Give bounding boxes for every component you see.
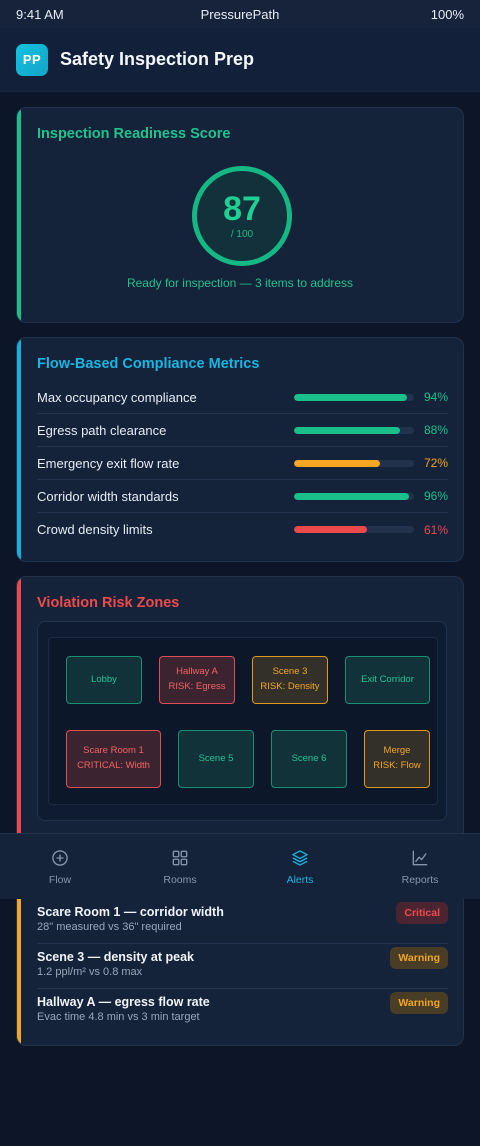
alert-badge-warning: Warning (390, 992, 448, 1014)
zone-name: Scene 6 (291, 752, 327, 764)
zone-note: RISK: Egress (168, 681, 226, 692)
zone-note: RISK: Density (260, 681, 320, 692)
zone-scare-room-1[interactable]: Scare Room 1 CRITICAL: Width (66, 730, 161, 788)
metric-row[interactable]: Egress path clearance 88% (37, 414, 448, 447)
metric-row[interactable]: Emergency exit flow rate 72% (37, 447, 448, 480)
compliance-metrics-title: Flow-Based Compliance Metrics (37, 356, 260, 372)
zone-name: Scare Room 1 (83, 745, 144, 757)
score-ring: 87 / 100 (192, 166, 292, 266)
status-carrier: PressurePath (200, 6, 280, 22)
zone-name: Lobby (91, 673, 117, 685)
alert-detail: 28" measured vs 36" required (37, 921, 182, 933)
grid-icon (172, 850, 188, 865)
zone-exit-corridor[interactable]: Exit Corridor (345, 656, 430, 704)
alert-detail: 1.2 ppl/m² vs 0.8 max (37, 966, 143, 978)
metric-label: Corridor width standards (37, 488, 179, 504)
status-bar: 9:41 AM PressurePath 100% (0, 0, 480, 28)
zone-name: Merge (383, 745, 411, 757)
nav-label: Alerts (286, 873, 314, 886)
zone-hallway-a[interactable]: Hallway A RISK: Egress (159, 656, 235, 704)
nav-item-rooms[interactable]: Rooms (120, 834, 240, 899)
metric-row[interactable]: Crowd density limits 61% (37, 513, 448, 546)
status-time: 9:41 AM (16, 6, 64, 22)
metric-progress-fill (294, 393, 407, 401)
nav-label: Flow (48, 873, 72, 886)
page-title: Safety Inspection Prep (60, 49, 255, 69)
alert-title: Scare Room 1 — corridor width (37, 905, 224, 919)
alert-badge-critical: Critical (396, 902, 448, 924)
alerts-card: Scare Room 1 — corridor width 28" measur… (16, 870, 464, 1046)
zone-map-canvas: Lobby Hallway A RISK: Egress Scene 3 RIS… (48, 637, 438, 805)
metric-label: Egress path clearance (37, 422, 167, 438)
metric-progress-bar (294, 492, 414, 500)
zone-merge[interactable]: Merge RISK: Flow (364, 730, 430, 788)
nav-item-reports[interactable]: Reports (360, 834, 480, 899)
alert-title: Scene 3 — density at peak (37, 950, 195, 964)
metric-label: Crowd density limits (37, 522, 153, 537)
score-max: / 100 (230, 229, 254, 240)
compliance-metrics-card: Flow-Based Compliance Metrics Max occupa… (16, 337, 464, 562)
readiness-score-card: Inspection Readiness Score 87 / 100 Read… (16, 107, 464, 323)
metric-label: Max occupancy compliance (37, 389, 197, 405)
zone-lobby[interactable]: Lobby (66, 656, 142, 704)
nav-item-alerts[interactable]: Alerts (240, 834, 360, 899)
app-logo: PP (16, 43, 48, 76)
layers-icon (292, 849, 308, 866)
metric-progress-fill (294, 492, 410, 500)
zone-scene-6[interactable]: Scene 6 (271, 730, 347, 788)
metric-value: 94% (423, 390, 448, 404)
bottom-nav: Flow Rooms Alerts Reports (0, 833, 480, 899)
nav-label: Reports (401, 873, 439, 886)
alert-row[interactable]: Scene 3 — density at peak 1.2 ppl/m² vs … (37, 944, 448, 989)
score-caption: Ready for inspection — 3 items to addres… (126, 276, 354, 290)
zone-note: RISK: Flow (373, 760, 421, 771)
alert-badge-warning: Warning (390, 947, 448, 969)
nav-item-flow[interactable]: Flow (0, 834, 120, 899)
risk-zones-title: Violation Risk Zones (37, 595, 180, 611)
score-value: 87 (223, 190, 261, 228)
risk-zones-card: Violation Risk Zones Lobby Hallway A RIS… (16, 576, 464, 866)
status-battery: 100% (430, 6, 464, 22)
zone-map: Lobby Hallway A RISK: Egress Scene 3 RIS… (37, 621, 447, 821)
metric-progress-bar (294, 426, 414, 434)
zone-name: Hallway A (176, 666, 218, 678)
alert-row[interactable]: Hallway A — egress flow rate Evac time 4… (37, 989, 448, 1034)
zone-note: CRITICAL: Width (77, 760, 150, 771)
zone-scene-3[interactable]: Scene 3 RISK: Density (252, 656, 328, 704)
zone-scene-5[interactable]: Scene 5 (178, 730, 254, 788)
metric-row[interactable]: Max occupancy compliance 94% (37, 381, 448, 414)
plus-circle-icon (52, 849, 68, 866)
metric-progress-fill (294, 459, 381, 467)
metric-label: Emergency exit flow rate (37, 455, 180, 471)
metric-progress-fill (294, 426, 400, 434)
zone-name: Scene 3 (272, 666, 308, 678)
chart-line-icon (412, 850, 428, 865)
metric-progress-bar (294, 459, 414, 467)
alert-row[interactable]: Scare Room 1 — corridor width 28" measur… (37, 899, 448, 944)
alert-detail: Evac time 4.8 min vs 3 min target (37, 1011, 200, 1023)
zone-name: Scene 5 (198, 752, 234, 764)
metric-progress-bar (294, 526, 414, 533)
metric-value: 88% (423, 423, 448, 437)
zone-name: Exit Corridor (361, 673, 414, 685)
nav-label: Rooms (163, 873, 197, 886)
metric-value: 72% (423, 456, 448, 470)
metric-value: 61% (423, 522, 448, 537)
metric-value: 96% (423, 489, 448, 503)
readiness-score-title: Inspection Readiness Score (37, 126, 231, 142)
metric-progress-fill (294, 526, 368, 533)
app-header: PP Safety Inspection Prep (0, 28, 480, 92)
alert-title: Hallway A — egress flow rate (37, 995, 210, 1009)
metric-row[interactable]: Corridor width standards 96% (37, 480, 448, 513)
metric-progress-bar (294, 393, 414, 401)
